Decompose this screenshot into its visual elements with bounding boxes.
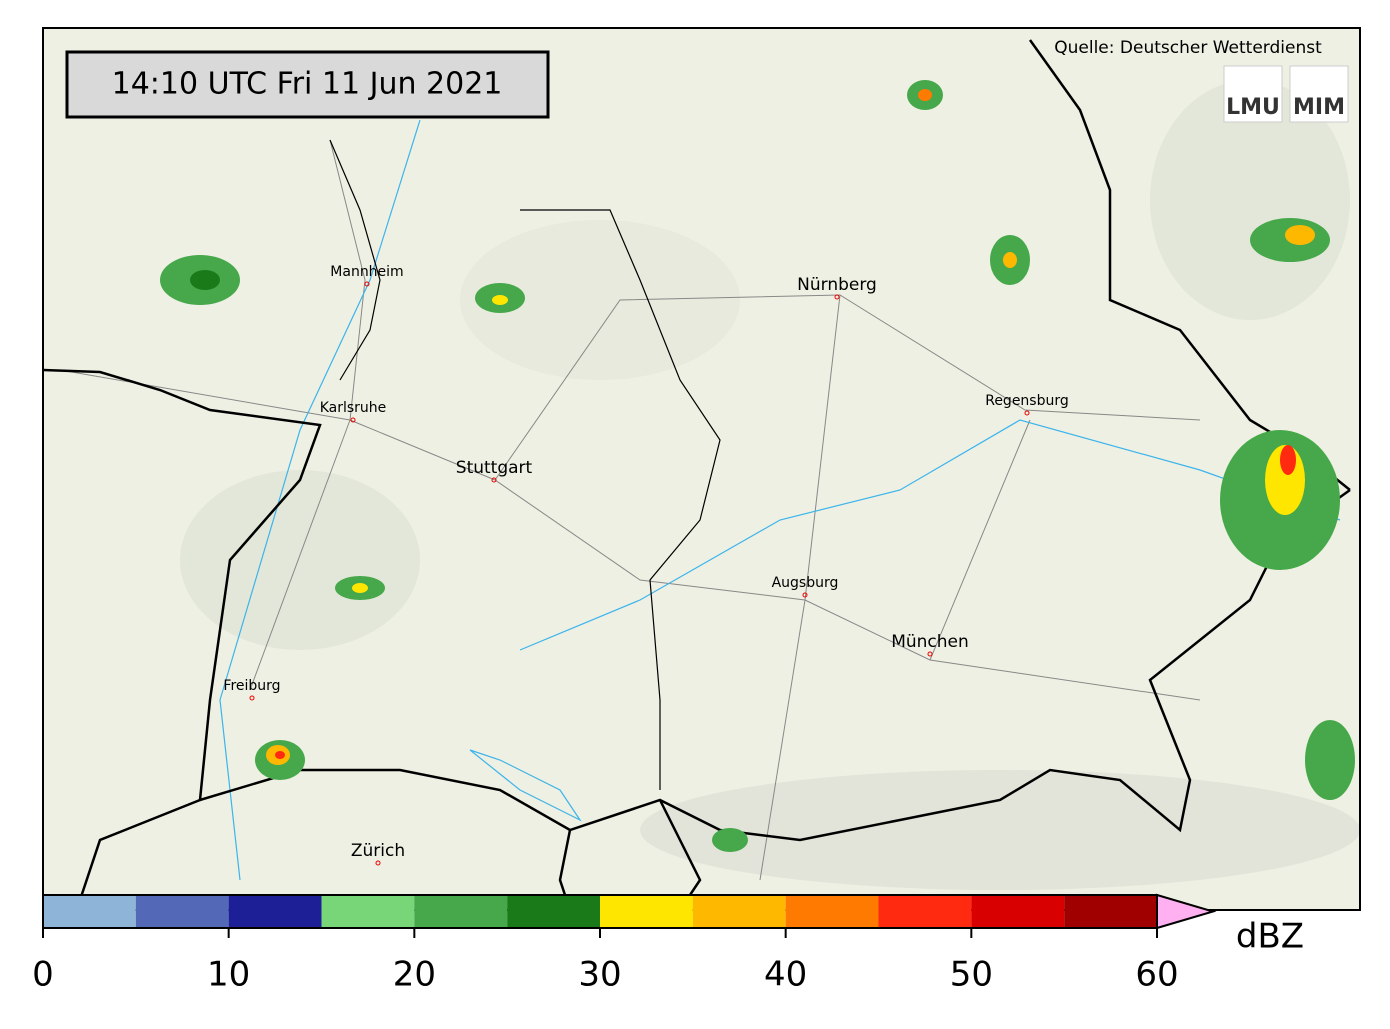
city-label: München (891, 632, 969, 652)
logo-box (1289, 65, 1349, 123)
city-marker (249, 695, 255, 701)
colorbar-segment (414, 895, 508, 928)
roads (59, 139, 1201, 881)
colorbar-tick-label: 50 (950, 955, 993, 995)
colorbar-tick-label: 10 (207, 955, 250, 995)
city-marker (350, 417, 356, 423)
logo-box (1223, 65, 1283, 123)
colorbar-tick-label: 0 (32, 955, 54, 995)
colorbar-segment (600, 895, 693, 928)
city-marker (927, 651, 933, 657)
city-marker (834, 294, 840, 300)
city-label: Freiburg (223, 678, 280, 694)
colorbar-segment (1064, 895, 1157, 928)
colorbar-tick-label: 20 (393, 955, 436, 995)
colorbar-segment (878, 895, 972, 928)
timestamp-box (65, 50, 550, 119)
city-marker (491, 477, 497, 483)
city-marker (802, 592, 808, 598)
colorbar-segment (135, 895, 229, 928)
terrain (180, 80, 1360, 890)
colorbar-segment (321, 895, 415, 928)
rivers (219, 119, 1341, 881)
colorbar-segment (692, 895, 786, 928)
logo: MIM (1293, 95, 1345, 120)
colorbar-tick-label: 60 (1135, 955, 1178, 995)
colorbar-segment (507, 895, 600, 928)
city-marker (1024, 410, 1030, 416)
colorbar-segment (971, 895, 1065, 928)
colorbar-segment (785, 895, 879, 928)
colorbar-tick-label: 30 (578, 955, 621, 995)
colorbar-unit: dBZ (1236, 917, 1304, 957)
city-marker (375, 860, 381, 866)
colorbar-tick-label: 40 (764, 955, 807, 995)
city-label: Mannheim (330, 264, 403, 280)
source: Quelle: Deutscher Wetterdienst (1054, 38, 1322, 58)
timestamp: 14:10 UTC Fri 11 Jun 2021 (112, 67, 503, 102)
city-label: Stuttgart (456, 458, 533, 478)
city-label: Nürnberg (797, 275, 877, 295)
logo: LMU (1226, 95, 1280, 120)
colorbar-segment (43, 895, 136, 928)
colorbar-segment (228, 895, 322, 928)
city-marker (364, 281, 370, 287)
radar-echoes (160, 80, 1355, 852)
colorbar: 0 10 20 30 40 50 60 dBZ (32, 893, 1304, 995)
city-labels: Mannheim Nürnberg Karlsruhe Regensburg Stutt… (223, 264, 1069, 866)
city-label: Karlsruhe (320, 400, 387, 416)
city-label: Augsburg (772, 575, 839, 591)
city-label: Zürich (351, 841, 405, 861)
city-label: Regensburg (985, 393, 1069, 409)
